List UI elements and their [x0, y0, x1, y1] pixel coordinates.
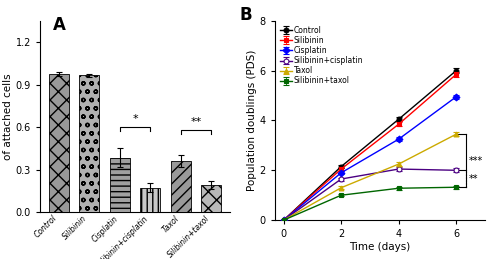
Legend: Control, Silibinin, Cisplatin, Silibinin+cisplatin, Taxol, Silibinin+taxol: Control, Silibinin, Cisplatin, Silibinin…: [280, 25, 364, 86]
Text: ***: ***: [468, 156, 483, 166]
Bar: [79, 75, 99, 212]
Bar: [171, 161, 191, 212]
Text: A: A: [53, 17, 66, 34]
Text: B: B: [239, 6, 252, 24]
Bar: [140, 188, 160, 212]
Text: **: **: [190, 117, 202, 127]
X-axis label: Time (days): Time (days): [350, 242, 410, 252]
Text: **: **: [468, 174, 478, 184]
Bar: [48, 74, 68, 212]
Text: *: *: [132, 114, 138, 124]
Bar: [110, 158, 130, 212]
Y-axis label: Relative number
of attached cells: Relative number of attached cells: [0, 73, 13, 160]
Y-axis label: Population doublings (PDS): Population doublings (PDS): [247, 50, 257, 191]
Bar: [202, 185, 222, 212]
